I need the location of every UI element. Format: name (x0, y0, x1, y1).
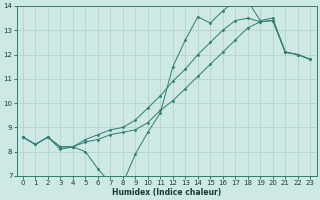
X-axis label: Humidex (Indice chaleur): Humidex (Indice chaleur) (112, 188, 221, 197)
